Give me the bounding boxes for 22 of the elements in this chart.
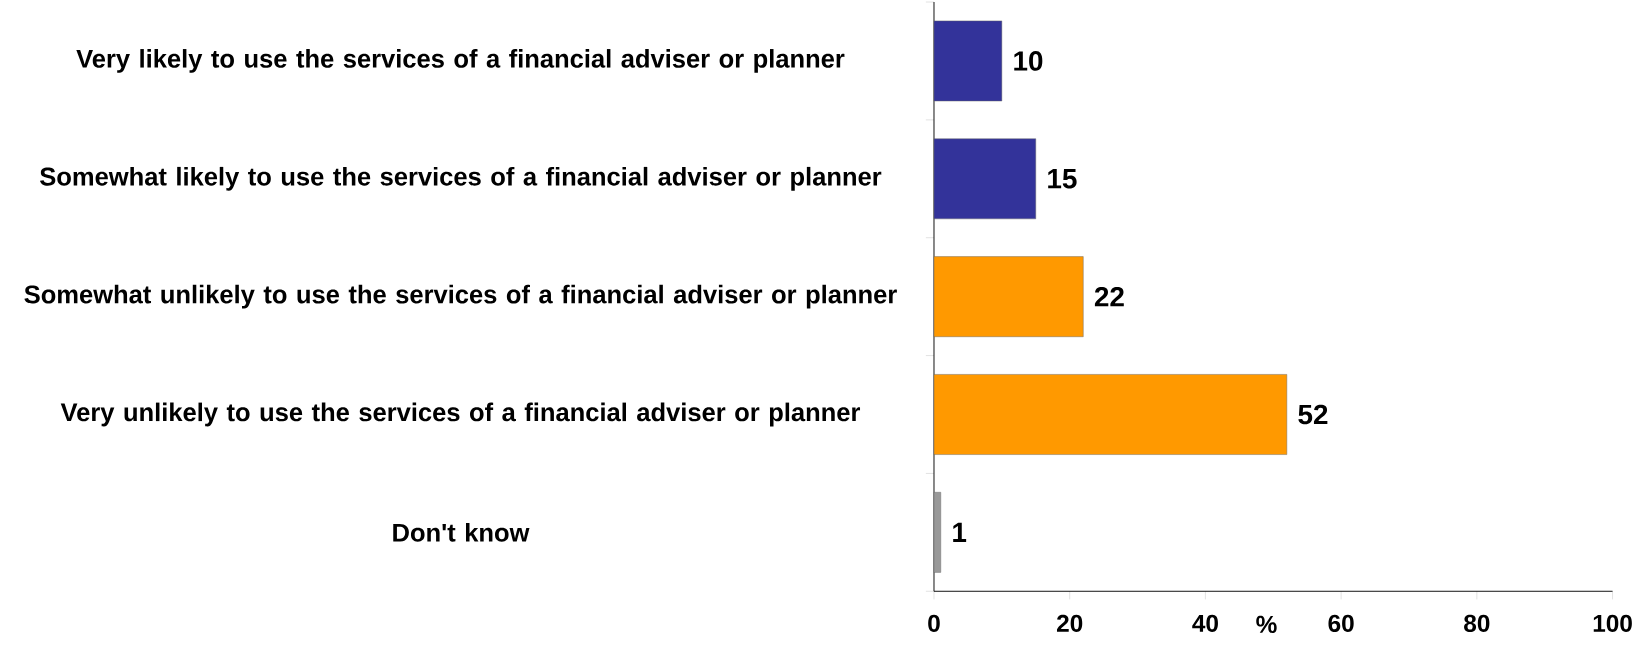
bar xyxy=(933,374,1288,455)
x-tick-label: 20 xyxy=(1056,614,1083,633)
data-label: 1 xyxy=(953,522,967,543)
x-tick-label: 100 xyxy=(1593,614,1632,633)
x-axis-title: % xyxy=(1256,616,1277,634)
bar xyxy=(933,20,1003,102)
x-tick-label: 80 xyxy=(1464,614,1490,633)
x-tick-label: 0 xyxy=(928,614,940,633)
x-tick-label: 60 xyxy=(1328,614,1354,633)
data-label: 10 xyxy=(1014,51,1043,71)
y-tick-label: Don't know xyxy=(393,523,530,542)
y-tick-label: Somewhat likely to use the services of a financial adviser or planner xyxy=(40,167,882,191)
data-label: 52 xyxy=(1298,404,1328,425)
data-label: 22 xyxy=(1094,287,1124,307)
x-tick-label: 40 xyxy=(1192,614,1218,633)
y-tick-label: Very unlikely to use the services of a financial adviser or planner xyxy=(60,402,861,427)
bar xyxy=(933,492,941,573)
y-tick-label: Somewhat unlikely to use the services of a financial adviser or planner xyxy=(24,284,897,309)
bar xyxy=(933,256,1084,338)
bar xyxy=(933,138,1036,220)
data-label: 15 xyxy=(1048,169,1077,189)
y-tick-label: Very likely to use the services of a financial adviser or planner xyxy=(76,49,845,74)
